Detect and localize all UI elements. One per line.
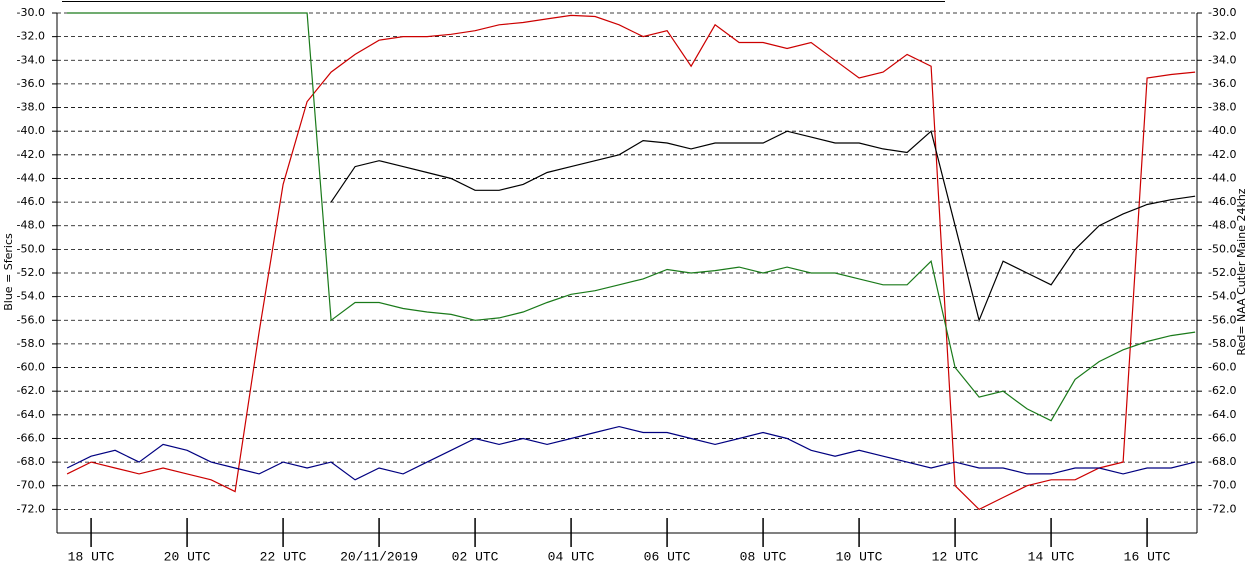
series-line	[66, 425, 1196, 481]
y-tick-label: -62.0	[17, 384, 45, 397]
y-tick-label: -36.0	[17, 77, 45, 90]
y2-tick-label: -62.0	[1208, 384, 1236, 397]
y2-tick-label: -42.0	[1208, 148, 1236, 161]
y-axis-label: Blue = Sferics	[2, 233, 15, 311]
y-tick-label: -60.0	[17, 361, 45, 374]
y2-tick-label: -46.0	[1208, 195, 1236, 208]
y-tick-label: -50.0	[17, 242, 45, 255]
x-tick-label: 22 UTC	[260, 549, 307, 564]
y2-tick-label: -72.0	[1208, 502, 1236, 515]
y2-tick-label: -50.0	[1208, 242, 1236, 255]
y-tick-label: -42.0	[17, 148, 45, 161]
y2-tick-label: -54.0	[1208, 290, 1236, 303]
series-line	[330, 130, 1196, 323]
y-tick-label: -54.0	[17, 290, 45, 303]
y2-tick-label: -66.0	[1208, 431, 1236, 444]
y2-tick-label: -58.0	[1208, 337, 1236, 350]
y2-tick-label: -44.0	[1208, 171, 1236, 184]
y-tick-label: -44.0	[17, 171, 45, 184]
y-tick-label: -48.0	[17, 219, 45, 232]
y2-tick-label: -60.0	[1208, 361, 1236, 374]
x-tick-label: 20 UTC	[164, 549, 211, 564]
y2-tick-label: -30.0	[1208, 6, 1236, 19]
y-tick-label: -72.0	[17, 502, 45, 515]
y2-tick-label: -48.0	[1208, 219, 1236, 232]
x-tick-label: 18 UTC	[68, 549, 115, 564]
y-tick-label: -52.0	[17, 266, 45, 279]
y2-axis-label: Red= NAA Cutler Maine 24khz	[1235, 188, 1248, 355]
y2-tick-label: -36.0	[1208, 77, 1236, 90]
y2-tick-label: -56.0	[1208, 313, 1236, 326]
y2-tick-label: -34.0	[1208, 53, 1236, 66]
y2-tick-label: -32.0	[1208, 30, 1236, 43]
y-tick-label: -40.0	[17, 124, 45, 137]
y-tick-label: -32.0	[17, 30, 45, 43]
x-tick-label: 04 UTC	[548, 549, 595, 564]
x-tick-label: 20/11/2019	[340, 549, 418, 564]
y-tick-label: -38.0	[17, 101, 45, 114]
y-tick-label: -56.0	[17, 313, 45, 326]
y2-tick-label: -52.0	[1208, 266, 1236, 279]
y-tick-label: -70.0	[17, 479, 45, 492]
y2-tick-label: -38.0	[1208, 101, 1236, 114]
series-line	[67, 12, 1196, 422]
x-tick-label: 08 UTC	[740, 549, 787, 564]
x-tick-label: 14 UTC	[1028, 549, 1075, 564]
series-line	[66, 14, 1196, 511]
x-tick-label: 02 UTC	[452, 549, 499, 564]
y-tick-label: -46.0	[17, 195, 45, 208]
x-tick-label: 06 UTC	[644, 549, 691, 564]
y-tick-label: -58.0	[17, 337, 45, 350]
y2-tick-label: -40.0	[1208, 124, 1236, 137]
y2-tick-label: -68.0	[1208, 455, 1236, 468]
y2-tick-label: -64.0	[1208, 408, 1236, 421]
x-tick-label: 12 UTC	[932, 549, 979, 564]
y-tick-label: -34.0	[17, 53, 45, 66]
y-tick-label: -66.0	[17, 431, 45, 444]
y-tick-label: -30.0	[17, 6, 45, 19]
y-tick-label: -68.0	[17, 455, 45, 468]
y-tick-label: -64.0	[17, 408, 45, 421]
x-tick-label: 16 UTC	[1124, 549, 1171, 564]
y2-tick-label: -70.0	[1208, 479, 1236, 492]
x-tick-label: 10 UTC	[836, 549, 883, 564]
